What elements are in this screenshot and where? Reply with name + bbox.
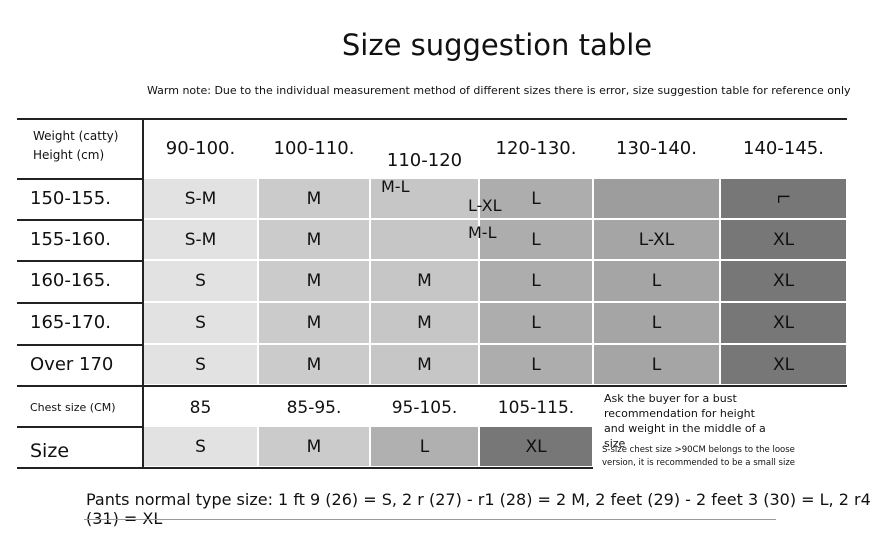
size-cell: XL [721,345,846,384]
size-cell: L [480,261,592,301]
rule [17,219,143,221]
rule [17,260,143,262]
title: Size suggestion table [341,28,653,62]
size-value: S [144,427,257,466]
weight-header: 110-120 [386,150,463,171]
height-label: Over 170 [30,354,114,375]
size-text: M-L [381,177,410,196]
size-cell: M [371,261,478,301]
floating-label: M-L [468,223,497,242]
size-cell: S [144,303,257,343]
rule [17,385,847,387]
header-label: Weight (catty) [33,129,119,143]
size-value: L [371,427,478,466]
rule [17,178,143,180]
height-label: 150-155. [30,188,111,209]
size-cell: M [371,303,478,343]
size-cell: S [144,345,257,384]
size-value: XL [480,427,592,466]
size-cell: L [594,345,719,384]
size-cell: M [259,261,369,301]
size-cell: M [371,345,478,384]
weight-header: 130-140. [616,138,697,159]
height-label: 155-160. [30,229,111,250]
rule [17,302,143,304]
size-cell [594,179,719,218]
size-cell: L [480,179,592,218]
size-value: M [259,427,369,466]
height-label: 160-165. [30,270,111,291]
chest-value: 95-105. [391,397,458,418]
size-cell: XL [721,220,846,259]
size-cell: M [259,303,369,343]
size-cell: XL [721,261,846,301]
footer: Pants normal type size: 1 ft 9 (26) = S,… [86,490,871,528]
footer-rule [84,519,776,520]
rule [142,118,144,467]
size-cell: S-M [144,179,257,218]
floating-label: L-XL [468,196,502,215]
size-cell: L-XL [594,220,719,259]
size-note: S-size chest size >90CM belongs to the l… [602,445,796,468]
size-cell: M [259,220,369,259]
rule [17,467,593,469]
size-cell [371,179,478,218]
size-cell: S [144,261,257,301]
chest-note: Ask the buyer for a bust recommendation … [604,392,766,450]
weight-header: 100-110. [273,138,355,159]
note: Warm note: Due to the individual measure… [147,84,851,97]
size-cell: XL [721,303,846,343]
size-cell [721,179,846,218]
chest-label: Chest size (CM) [30,401,116,414]
size-cell: L [480,303,592,343]
chest-value: 85 [189,397,212,418]
weight-header: 140-145. [743,138,824,159]
chest-value: 105-115. [497,397,575,418]
rule [17,344,143,346]
weight-header: 90-100. [165,138,236,159]
size-cell [371,220,478,259]
size-cell: M [259,179,369,218]
size-label: Size [30,440,70,462]
chest-value: 85-95. [286,397,342,418]
size-cell: L [594,303,719,343]
weight-header: 120-130. [495,138,577,159]
size-cell: M [259,345,369,384]
size-cell: S-M [144,220,257,259]
rule [17,426,143,428]
rule [17,118,847,120]
size-cell: L [594,261,719,301]
size-cell: L [480,220,592,259]
height-label: 165-170. [30,312,111,333]
header-label: Height (cm) [33,148,105,162]
size-cell: L [480,345,592,384]
